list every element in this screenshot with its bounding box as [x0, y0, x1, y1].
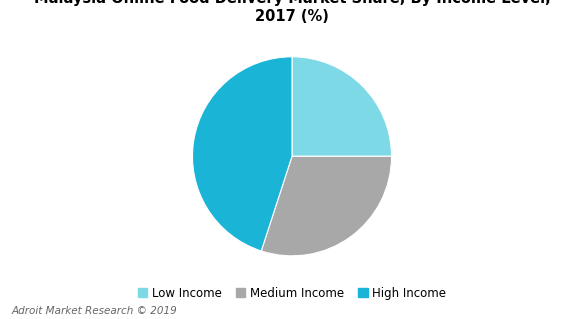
Wedge shape: [292, 57, 391, 156]
Text: Adroit Market Research © 2019: Adroit Market Research © 2019: [12, 306, 178, 316]
Wedge shape: [261, 156, 391, 256]
Wedge shape: [193, 57, 292, 251]
Legend: Low Income, Medium Income, High Income: Low Income, Medium Income, High Income: [133, 282, 451, 305]
Title: Malaysia Online Food Delivery Market Share, By Income Level,
2017 (%): Malaysia Online Food Delivery Market Sha…: [34, 0, 550, 24]
